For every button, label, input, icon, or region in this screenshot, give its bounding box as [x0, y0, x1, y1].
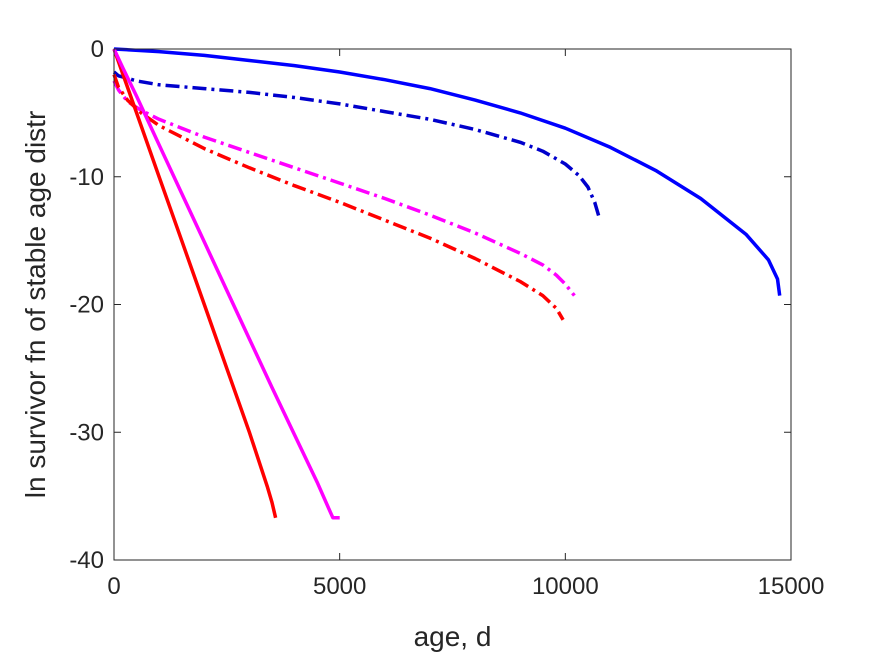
series-line-1 — [113, 47, 782, 296]
x-tick-label: 5000 — [313, 573, 366, 600]
y-axis-label: ln survivor fn of stable age distr — [20, 111, 51, 499]
series-line-6 — [112, 48, 340, 520]
x-tick-label: 10000 — [532, 573, 599, 600]
series-line-5 — [112, 48, 278, 519]
x-axis-label: age, d — [414, 621, 492, 652]
y-tick-label: -10 — [69, 164, 104, 191]
y-tick-label: 0 — [91, 36, 104, 63]
tick-layer: 0 5000 10000 15000 0 -10 -20 -30 -40 — [69, 36, 824, 600]
series-line-4 — [112, 73, 565, 321]
series-line-3 — [112, 80, 576, 297]
y-tick-label: -30 — [69, 419, 104, 446]
series-line-2 — [112, 70, 601, 219]
y-tick-label: -40 — [69, 547, 104, 574]
series-layer — [112, 47, 782, 520]
x-tick-label: 0 — [107, 573, 120, 600]
x-tick-label: 15000 — [758, 573, 825, 600]
y-tick-label: -20 — [69, 292, 104, 319]
